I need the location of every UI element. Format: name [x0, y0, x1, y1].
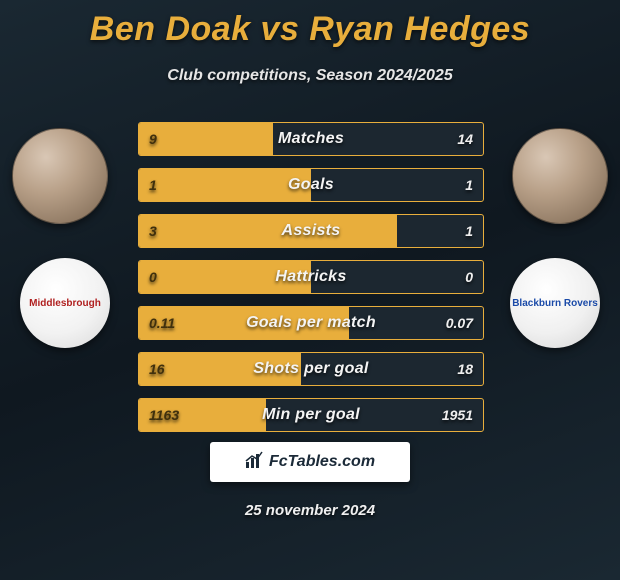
stat-label: Goals — [139, 169, 483, 201]
stat-value-left: 1163 — [149, 399, 179, 431]
stat-row: Min per goal1163 1951 — [138, 398, 484, 432]
brand-text: FcTables.com — [269, 453, 375, 471]
stat-value-left: 3 — [149, 215, 157, 247]
stat-label: Shots per goal — [139, 353, 483, 385]
club-left-label: Middlesbrough — [29, 298, 101, 309]
stat-label: Assists — [139, 215, 483, 247]
comparison-title: Ben Doak vs Ryan Hedges — [0, 0, 620, 49]
club-right-label: Blackburn Rovers — [512, 298, 598, 309]
stat-value-right: 1951 — [442, 399, 473, 431]
stat-value-right: 1 — [465, 215, 473, 247]
comparison-date: 25 november 2024 — [0, 502, 620, 519]
stat-row: Hattricks0 0 — [138, 260, 484, 294]
brand-logo: FcTables.com — [210, 442, 410, 482]
stat-row: Matches9 14 — [138, 122, 484, 156]
stat-value-left: 16 — [149, 353, 165, 385]
stat-value-right: 0.07 — [446, 307, 473, 339]
stats-bars: Matches914Goals11Assists31Hattricks00Goa… — [138, 122, 484, 444]
stat-value-left: 9 — [149, 123, 157, 155]
club-right-badge: Blackburn Rovers — [510, 258, 600, 348]
stat-row: Shots per goal16 18 — [138, 352, 484, 386]
stat-value-right: 18 — [457, 353, 473, 385]
stat-label: Min per goal — [139, 399, 483, 431]
stat-label: Matches — [139, 123, 483, 155]
stat-value-left: 1 — [149, 169, 157, 201]
stat-value-right: 0 — [465, 261, 473, 293]
player-right-avatar — [512, 128, 608, 224]
stat-value-left: 0.11 — [149, 307, 175, 339]
stat-value-right: 14 — [457, 123, 473, 155]
comparison-subtitle: Club competitions, Season 2024/2025 — [0, 67, 620, 85]
chart-icon — [245, 451, 263, 474]
stat-row: Assists3 1 — [138, 214, 484, 248]
stat-row: Goals1 1 — [138, 168, 484, 202]
stat-value-right: 1 — [465, 169, 473, 201]
stat-label: Goals per match — [139, 307, 483, 339]
stat-row: Goals per match0.11 0.07 — [138, 306, 484, 340]
player-left-avatar — [12, 128, 108, 224]
club-left-badge: Middlesbrough — [20, 258, 110, 348]
stat-value-left: 0 — [149, 261, 157, 293]
stat-label: Hattricks — [139, 261, 483, 293]
